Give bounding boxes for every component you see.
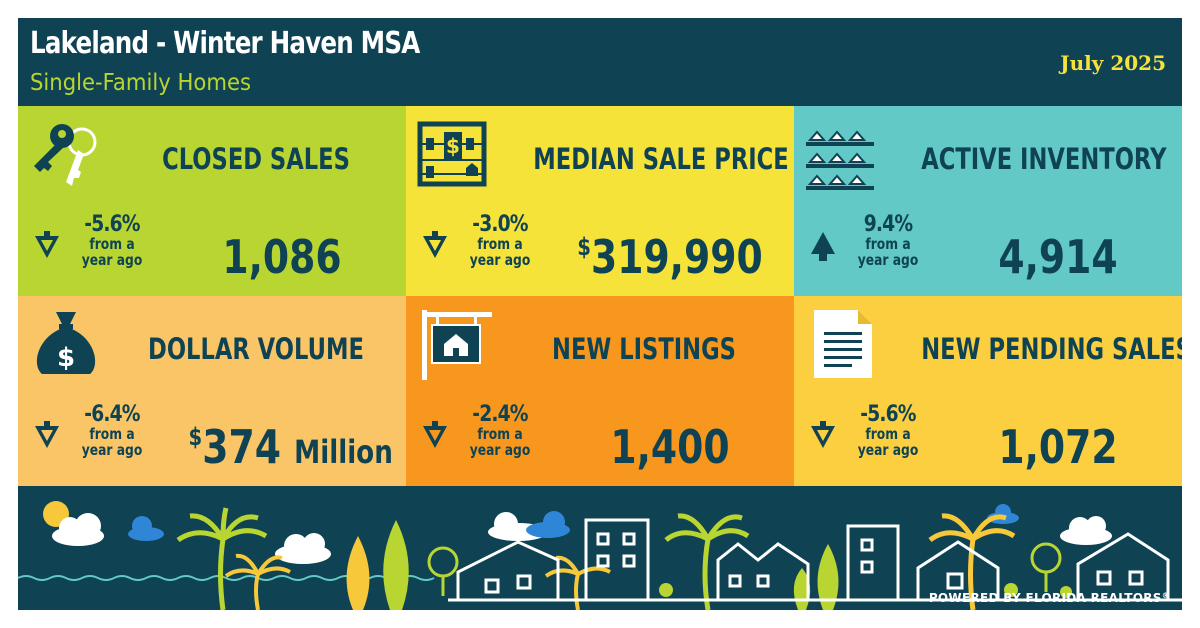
change-from: from a bbox=[477, 425, 523, 443]
money-bag-icon: $ bbox=[36, 312, 96, 374]
change-percent: 9.4% bbox=[863, 212, 913, 237]
document-icon bbox=[814, 310, 872, 378]
change-percent: -6.4% bbox=[84, 402, 140, 427]
change-from: from a bbox=[89, 235, 135, 253]
tree-icon bbox=[383, 520, 409, 610]
change-from: from a bbox=[865, 425, 911, 443]
closed-sales-value: 1,086 bbox=[222, 230, 342, 284]
change-period: year ago bbox=[81, 251, 143, 269]
new-pending-sales-change: -5.6% from a year ago bbox=[850, 404, 926, 458]
palm-tree-icon bbox=[928, 513, 1016, 610]
tile-active-inventory: ACTIVE INVENTORY 9.4% from a year ago 4,… bbox=[794, 106, 1182, 296]
down-arrow-icon bbox=[423, 231, 447, 258]
page-title: Lakeland - Winter Haven MSA bbox=[30, 26, 420, 61]
change-percent: -2.4% bbox=[472, 402, 528, 427]
tree-icon bbox=[346, 536, 370, 610]
change-percent: -5.6% bbox=[860, 402, 916, 427]
tile-new-listings: NEW LISTINGS -2.4% from a year ago 1,400 bbox=[406, 296, 794, 486]
median-sale-price-value: $319,990 bbox=[577, 230, 763, 284]
down-arrow-icon bbox=[35, 231, 59, 258]
tile-closed-sales: CLOSED SALES -5.6% from a year ago 1,086 bbox=[18, 106, 406, 296]
up-arrow-icon bbox=[811, 232, 835, 261]
palm-tree-icon bbox=[544, 555, 611, 610]
dollar-volume-label: DOLLAR VOLUME bbox=[148, 332, 364, 366]
new-listings-change: -2.4% from a year ago bbox=[462, 404, 538, 458]
new-pending-sales-value: 1,072 bbox=[998, 420, 1118, 474]
palm-tree-icon bbox=[664, 513, 750, 610]
cloud-icon bbox=[128, 516, 164, 541]
powered-by-credit: POWERED BY FLORIDA REALTORS® bbox=[928, 591, 1170, 605]
change-period: year ago bbox=[857, 441, 919, 459]
florida-skyline-illustration bbox=[18, 501, 1182, 610]
cloud-icon bbox=[275, 533, 331, 564]
for-sale-sign-icon bbox=[422, 310, 492, 380]
change-period: year ago bbox=[469, 251, 531, 269]
change-period: year ago bbox=[469, 441, 531, 459]
palm-tree-icon bbox=[224, 553, 291, 610]
change-percent: -5.6% bbox=[84, 212, 140, 237]
change-period: year ago bbox=[857, 251, 919, 269]
median-sale-price-change: -3.0% from a year ago bbox=[462, 214, 538, 268]
down-arrow-icon bbox=[811, 421, 835, 448]
active-inventory-value: 4,914 bbox=[998, 230, 1118, 284]
report-date: July 2025 bbox=[1060, 51, 1166, 75]
active-inventory-label: ACTIVE INVENTORY bbox=[921, 142, 1167, 176]
svg-text:$: $ bbox=[446, 134, 460, 158]
active-inventory-change: 9.4% from a year ago bbox=[850, 214, 926, 268]
new-pending-sales-label: NEW PENDING SALES bbox=[921, 332, 1182, 366]
change-percent: -3.0% bbox=[472, 212, 528, 237]
new-listings-value: 1,400 bbox=[610, 420, 730, 474]
page-subtitle: Single-Family Homes bbox=[30, 70, 252, 96]
houses-shelf-icon bbox=[806, 130, 874, 190]
change-period: year ago bbox=[81, 441, 143, 459]
svg-text:$: $ bbox=[57, 343, 75, 373]
palm-tree-icon bbox=[176, 507, 268, 610]
tile-median-sale-price: $ MEDIAN SALE PRICE -3.0% from a year ag… bbox=[406, 106, 794, 296]
new-listings-label: NEW LISTINGS bbox=[552, 332, 736, 366]
dollar-volume-value: $374 Million bbox=[188, 420, 393, 474]
cloud-icon bbox=[1060, 516, 1112, 545]
change-from: from a bbox=[477, 235, 523, 253]
cloud-icon bbox=[526, 511, 570, 538]
tree-icon bbox=[427, 542, 1062, 596]
keys-icon bbox=[34, 124, 97, 186]
change-from: from a bbox=[89, 425, 135, 443]
tile-dollar-volume: $ DOLLAR VOLUME -6.4% from a year ago $3… bbox=[18, 296, 406, 486]
tile-new-pending-sales: NEW PENDING SALES -5.6% from a year ago … bbox=[794, 296, 1182, 486]
down-arrow-icon bbox=[423, 421, 447, 448]
down-arrow-icon bbox=[35, 421, 59, 448]
infographic: Lakeland - Winter Haven MSA Single-Famil… bbox=[18, 18, 1182, 610]
cloud-icon bbox=[52, 513, 104, 546]
closed-sales-label: CLOSED SALES bbox=[162, 142, 350, 176]
change-from: from a bbox=[865, 235, 911, 253]
bush-icon bbox=[659, 583, 1072, 598]
median-sale-price-label: MEDIAN SALE PRICE bbox=[533, 142, 789, 176]
dollar-volume-change: -6.4% from a year ago bbox=[74, 404, 150, 458]
tree-icon bbox=[817, 544, 839, 610]
abacus-icon: $ bbox=[417, 121, 487, 187]
houses-outline bbox=[448, 518, 1182, 602]
closed-sales-change: -5.6% from a year ago bbox=[74, 214, 150, 268]
